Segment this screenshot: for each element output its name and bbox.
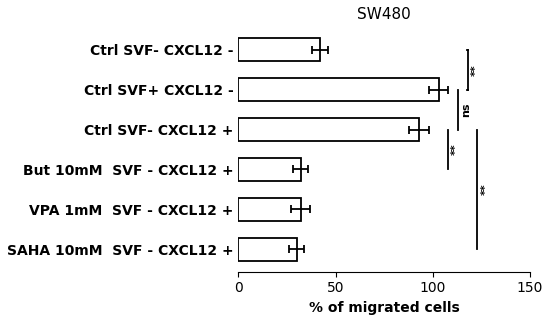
Bar (239, 158, 301, 181)
Text: **: ** (480, 184, 490, 195)
Text: **: ** (471, 64, 481, 76)
X-axis label: % of migrated cells: % of migrated cells (309, 301, 459, 315)
Text: **: ** (451, 144, 461, 156)
Title: SW480: SW480 (358, 7, 411, 22)
Bar (239, 118, 419, 141)
Bar (239, 38, 320, 62)
Text: ns: ns (461, 102, 471, 117)
Bar (239, 198, 301, 221)
Bar (239, 238, 296, 261)
Bar (239, 78, 438, 101)
